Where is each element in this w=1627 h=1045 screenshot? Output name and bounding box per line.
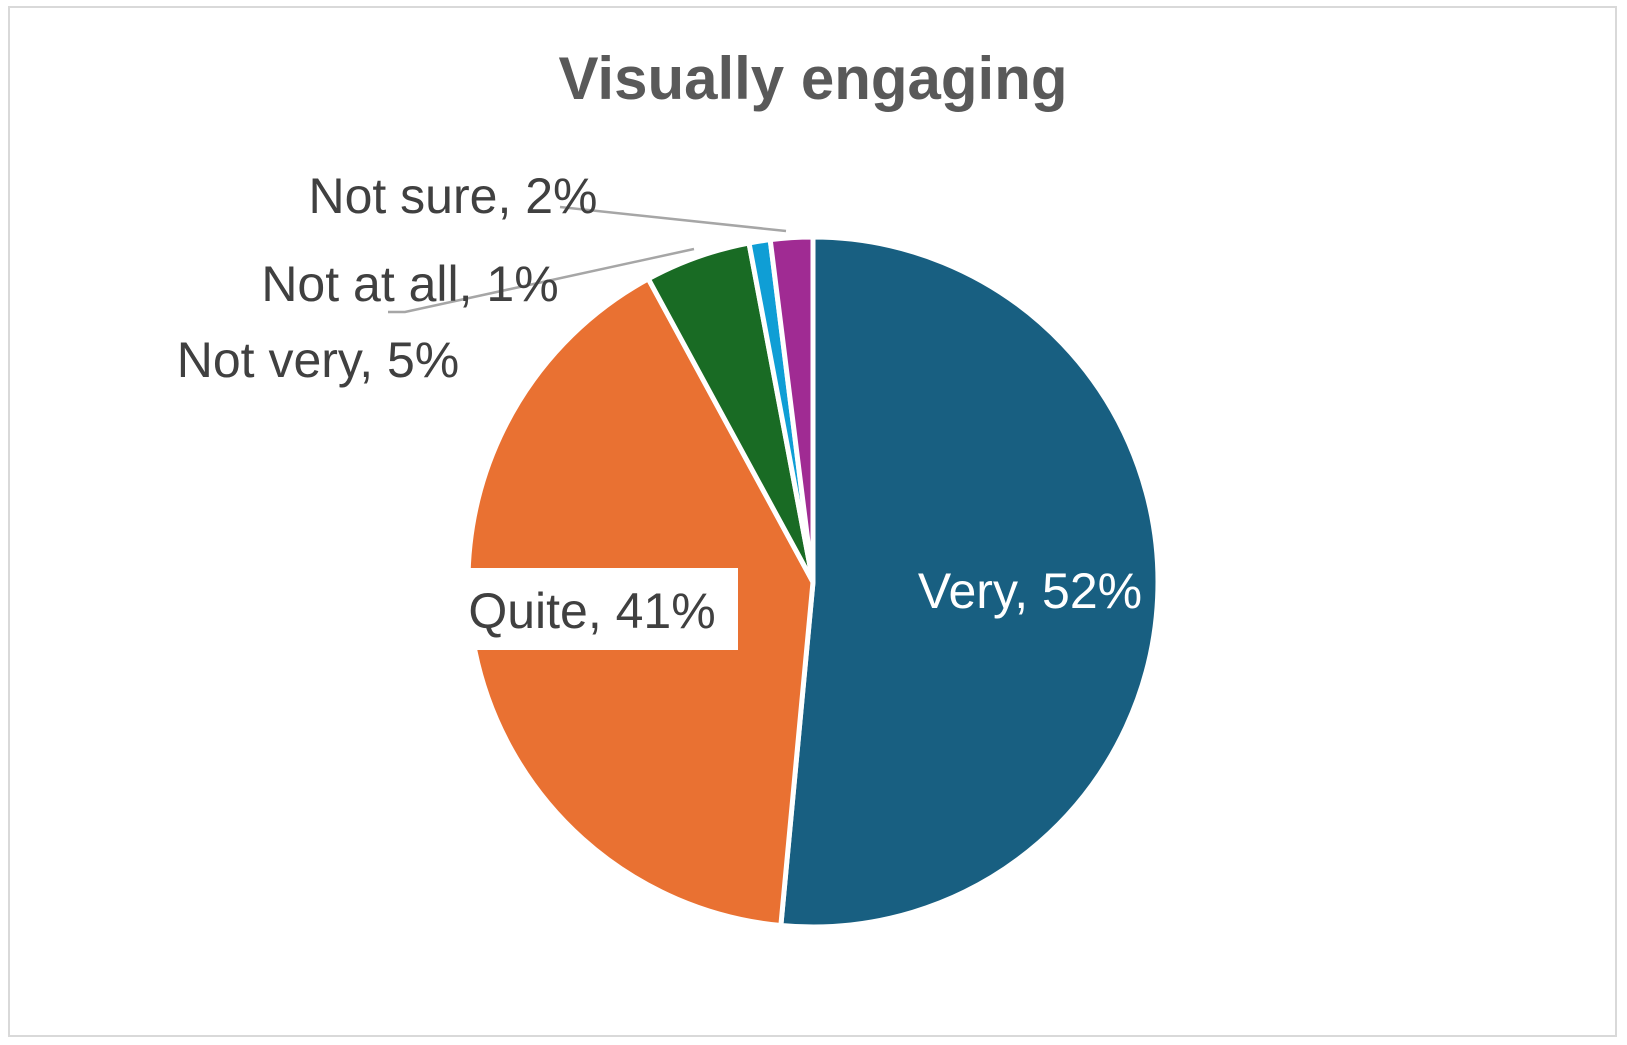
data-labels: Very, 52% Quite, 41% Not very, 5% Not at al… (177, 168, 1142, 650)
pie-slice-not-sure (767, 234, 816, 585)
leader-line-not-sure (559, 205, 787, 233)
data-label-not-at-all: Not at all, 1% (261, 256, 558, 312)
pie-slices (465, 234, 1161, 930)
data-label-very: Very, 52% (918, 563, 1142, 619)
leader-lines (388, 205, 787, 314)
pie-slice-very (778, 234, 1161, 930)
data-label-not-sure: Not sure, 2% (308, 168, 597, 224)
data-label-box-quite (468, 568, 738, 650)
leader-line-not-at-all (388, 247, 695, 314)
data-label-not-very: Not very, 5% (177, 332, 460, 388)
data-label-quite: Quite, 41% (468, 583, 715, 639)
chart-title: Visually engaging (558, 45, 1067, 112)
